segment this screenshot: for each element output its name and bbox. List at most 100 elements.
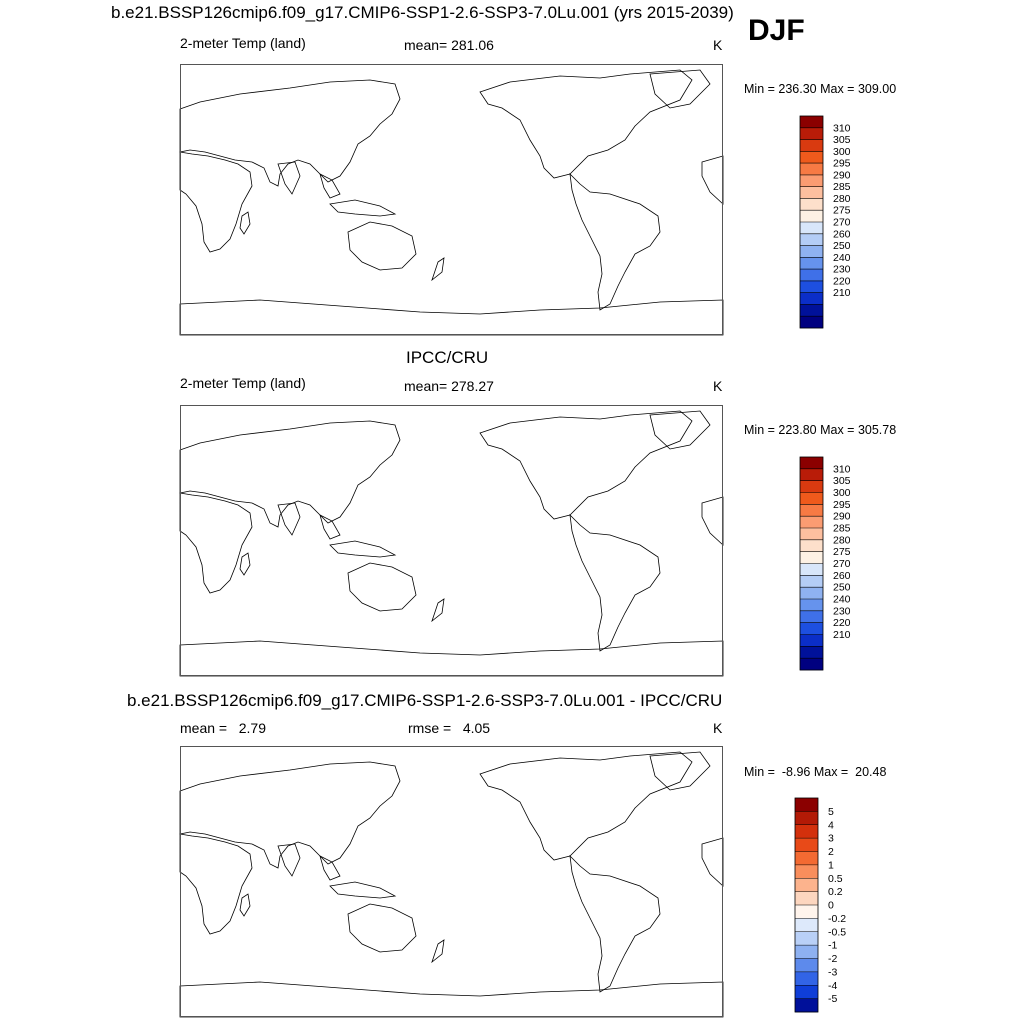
panel1-units: K <box>713 37 723 53</box>
colorbar-tick-label: 290 <box>833 169 851 181</box>
colorbar-cell <box>800 622 823 635</box>
colorbar-cell <box>795 971 818 986</box>
panel1-title: b.e21.BSSP126cmip6.f09_g17.CMIP6-SSP1-2.… <box>111 3 734 22</box>
colorbar-tick-label: 230 <box>833 264 851 276</box>
colorbar-cell <box>795 811 818 826</box>
panel3-colorbar: 54 321 0.50.2 0-0.2-0.5 -1-2-3 -4-5 <box>794 797 846 1013</box>
colorbar-cell <box>795 945 818 959</box>
panel3-minmax: Min = -8.96 Max = 20.48 <box>744 765 887 779</box>
panel3-rmse: rmse = 4.05 <box>408 720 491 736</box>
colorbar-cell <box>795 918 818 933</box>
colorbar-tick-label: 230 <box>833 605 851 617</box>
colorbar-cell <box>800 599 823 612</box>
colorbar-cell <box>795 891 818 906</box>
panel3-map <box>179 746 724 1018</box>
colorbar-tick-label: -3 <box>828 966 837 978</box>
colorbar-cell <box>800 245 823 258</box>
colorbar-tick-label: 3 <box>828 833 834 845</box>
colorbar-cell <box>800 468 823 481</box>
panel3-units: K <box>713 720 723 736</box>
panel2-map <box>179 405 724 677</box>
colorbar-tick-label: 285 <box>833 181 851 193</box>
colorbar-cell <box>795 878 818 892</box>
colorbar-tick-label: 270 <box>833 558 851 570</box>
colorbar-cell <box>800 480 823 493</box>
colorbar-tick-label: 310 <box>833 463 851 475</box>
panel2-units: K <box>713 378 723 394</box>
panel2-colorbar: 3103053002952902852802752702602502402302… <box>799 456 851 671</box>
colorbar-cell <box>800 280 823 293</box>
colorbar-cell <box>800 233 823 246</box>
colorbar-tick-label: 280 <box>833 193 851 205</box>
panel2-minmax: Min = 223.80 Max = 305.78 <box>744 423 897 437</box>
colorbar-tick-label: 300 <box>833 487 851 499</box>
colorbar-cell <box>800 457 823 470</box>
colorbar-tick-label: 210 <box>833 629 851 641</box>
colorbar-cell <box>795 905 818 919</box>
colorbar-tick-label: 260 <box>833 570 851 582</box>
season-label: DJF <box>748 14 805 47</box>
panel1-colorbar: 3103053002952902852802752702602502402302… <box>799 115 851 329</box>
colorbar-cell <box>800 610 823 623</box>
colorbar-cell <box>800 269 823 282</box>
colorbar-tick-label: 0.2 <box>828 886 843 898</box>
colorbar-cell <box>800 658 823 671</box>
colorbar-tick-label: 305 <box>833 134 851 146</box>
colorbar-cell <box>800 528 823 541</box>
colorbar-tick-label: 0 <box>828 900 834 912</box>
panel1-minmax: Min = 236.30 Max = 309.00 <box>744 82 897 96</box>
colorbar-tick-label: 270 <box>833 217 851 229</box>
colorbar-cell <box>795 998 818 1013</box>
colorbar-cell <box>800 139 823 152</box>
colorbar-tick-label: 260 <box>833 228 851 240</box>
colorbar-tick-label: 220 <box>833 617 851 629</box>
colorbar-cell <box>800 174 823 187</box>
colorbar-tick-label: 280 <box>833 534 851 546</box>
colorbar-cell <box>795 864 818 879</box>
colorbar-tick-label: 310 <box>833 122 851 134</box>
panel2-variable: 2-meter Temp (land) <box>180 375 306 391</box>
colorbar-cell <box>800 646 823 659</box>
colorbar-frame <box>799 115 824 329</box>
panel2-title: IPCC/CRU <box>406 348 489 367</box>
colorbar-cell <box>800 316 823 329</box>
colorbar-cell <box>800 292 823 305</box>
colorbar-cell <box>800 539 823 552</box>
colorbar-cell <box>800 163 823 176</box>
colorbar-tick-label: 300 <box>833 146 851 158</box>
colorbar-cell <box>800 563 823 576</box>
colorbar-tick-label: 1 <box>828 859 834 871</box>
panel1-map <box>179 64 724 336</box>
colorbar-cell <box>800 222 823 235</box>
colorbar-cell <box>795 798 818 812</box>
colorbar-tick-label: 4 <box>828 819 834 831</box>
colorbar-tick-label: 240 <box>833 252 851 264</box>
panel1-mean: mean= 281.06 <box>404 37 494 53</box>
colorbar-cell <box>795 851 818 866</box>
colorbar-tick-label: 0.5 <box>828 873 843 885</box>
colorbar-cell <box>800 198 823 211</box>
colorbar-cell <box>800 492 823 505</box>
panel1-variable: 2-meter Temp (land) <box>180 35 306 51</box>
colorbar-tick-label: 275 <box>833 205 851 217</box>
colorbar-tick-label: 210 <box>833 287 851 299</box>
colorbar-cell <box>800 127 823 140</box>
colorbar-tick-label: -2 <box>828 953 837 965</box>
colorbar-tick-label: -1 <box>828 940 837 952</box>
colorbar-tick-label: 275 <box>833 546 851 558</box>
colorbar-frame <box>794 797 819 1013</box>
colorbar-tick-label: 295 <box>833 158 851 170</box>
colorbar-tick-label: -4 <box>828 980 837 992</box>
colorbar-tick-label: 240 <box>833 594 851 606</box>
colorbar-cell <box>795 985 818 999</box>
colorbar-cell <box>800 504 823 517</box>
colorbar-tick-label: 220 <box>833 275 851 287</box>
colorbar-cell <box>795 824 818 839</box>
colorbar-frame <box>799 456 824 671</box>
colorbar-cell <box>800 151 823 164</box>
colorbar-tick-label: 250 <box>833 240 851 252</box>
colorbar-tick-label: -5 <box>828 993 837 1005</box>
colorbar-tick-label: 250 <box>833 582 851 594</box>
colorbar-cell <box>800 116 823 129</box>
